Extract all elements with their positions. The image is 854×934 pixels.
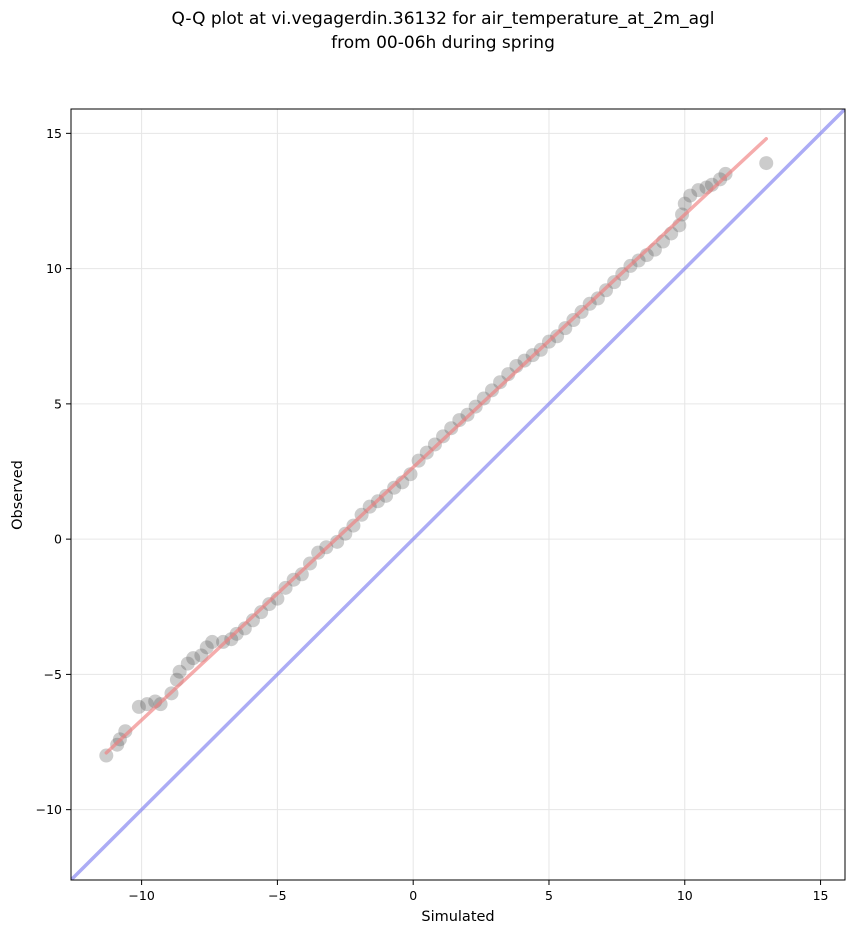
y-tick-label: 5 (54, 396, 62, 411)
scatter-point (245, 613, 260, 628)
x-axis-ticks: −10 −5 0 5 10 15 (128, 880, 829, 903)
x-axis-label: Simulated (421, 909, 494, 925)
y-tick-label: 10 (46, 261, 62, 276)
x-tick-label: 10 (677, 888, 693, 903)
scatter-point (254, 605, 269, 620)
x-tick-label: −10 (128, 888, 154, 903)
chart-subtitle: from 00-06h during spring (331, 33, 555, 53)
scatter-point (131, 699, 146, 714)
scatter-point (205, 634, 220, 649)
y-tick-label: −10 (36, 802, 62, 817)
y-axis-ticks: −10 −5 0 5 10 15 (36, 126, 71, 817)
y-tick-label: −5 (44, 667, 62, 682)
scatter-point (517, 353, 532, 368)
scatter-point (346, 518, 361, 533)
chart-title: Q-Q plot at vi.vegagerdin.36132 for air_… (171, 9, 714, 29)
scatter-point (436, 429, 451, 444)
x-tick-label: 5 (545, 888, 553, 903)
scatter-point (493, 375, 508, 390)
scatter-point (476, 391, 491, 406)
scatter-point (387, 480, 402, 495)
scatter-point (677, 196, 692, 211)
scatter-point (330, 534, 345, 549)
scatter-point (550, 329, 565, 344)
scatter-point (199, 640, 214, 655)
scatter-point (180, 656, 195, 671)
y-tick-label: 0 (54, 532, 62, 547)
x-tick-label: 15 (813, 888, 829, 903)
scatter-point (118, 724, 133, 739)
scatter-point (294, 567, 309, 582)
scatter-point (718, 166, 733, 181)
scatter-point (379, 488, 394, 503)
scatter-point (484, 383, 499, 398)
y-tick-label: 15 (46, 126, 62, 141)
scatter-point (759, 156, 774, 171)
x-tick-label: −5 (268, 888, 286, 903)
scatter-point (590, 291, 605, 306)
scatter-point (444, 421, 459, 436)
scatter-point (452, 413, 467, 428)
scatter-point (311, 545, 326, 560)
scatter-point (172, 664, 187, 679)
scatter-point (262, 597, 277, 612)
plot-frame (70, 108, 846, 881)
y-axis-label: Observed (10, 460, 26, 530)
fit-line (104, 137, 768, 755)
grid-lines (71, 109, 845, 880)
scatter-point (631, 253, 646, 268)
scatter-point (683, 188, 698, 203)
scatter-point (691, 183, 706, 198)
scatter-point (99, 748, 114, 763)
plot-area (71, 109, 845, 880)
scatter-point (140, 697, 155, 712)
scatter-point (338, 526, 353, 541)
identity-line (71, 109, 845, 880)
scatter-point (186, 651, 201, 666)
x-tick-label: 0 (409, 888, 417, 903)
